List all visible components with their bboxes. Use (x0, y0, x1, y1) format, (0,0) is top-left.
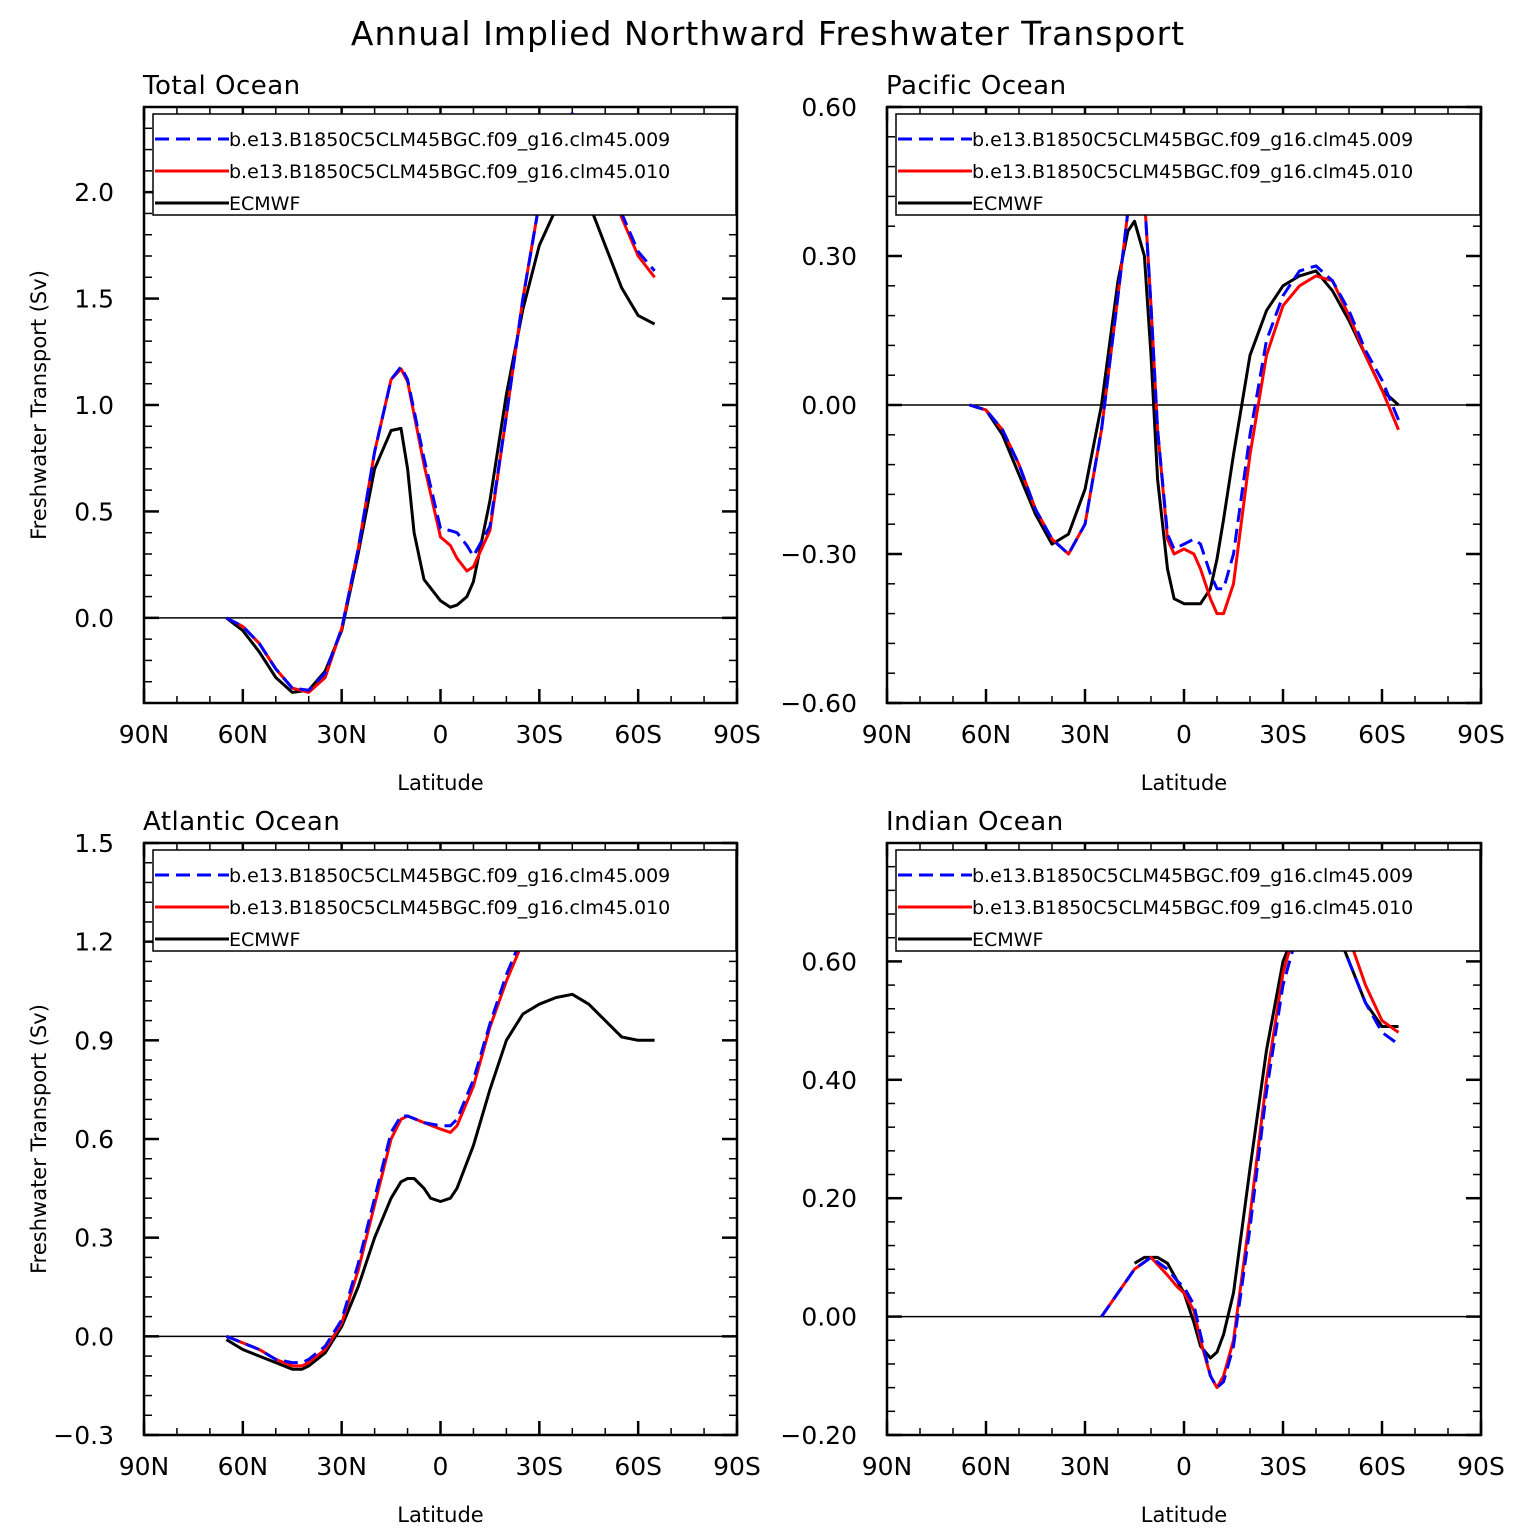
series-line-ecmwf (969, 219, 1400, 606)
x-axis-label: Latitude (1141, 1503, 1227, 1527)
y-tick-label: 0.60 (801, 93, 857, 122)
y-tick-label: 0.3 (74, 1224, 114, 1253)
legend-box (895, 849, 1481, 952)
series-line-009 (969, 180, 1400, 591)
y-tick-label: 1.2 (74, 928, 114, 957)
y-axis-label: Freshwater Transport (Sv) (27, 270, 51, 540)
y-tick-label: 0.0 (74, 604, 114, 633)
x-tick-label: 60N (961, 1452, 1012, 1481)
legend-label-0: b.e13.B1850C5CLM45BGC.f09_g16.clm45.009 (972, 129, 1413, 151)
legend-label-2: ECMWF (229, 929, 300, 951)
figure-title: Annual Implied Northward Freshwater Tran… (351, 14, 1185, 53)
legend-label-1: b.e13.B1850C5CLM45BGC.f09_g16.clm45.010 (972, 897, 1413, 919)
panel-title: Total Ocean (142, 71, 301, 101)
x-tick-label: 90N (862, 720, 913, 749)
x-tick-label: 90N (119, 720, 170, 749)
legend-label-1: b.e13.B1850C5CLM45BGC.f09_g16.clm45.010 (229, 161, 670, 183)
x-tick-label: 30N (316, 720, 367, 749)
y-tick-label: −0.3 (53, 1421, 114, 1450)
x-tick-label: 30S (1259, 1452, 1307, 1481)
y-tick-label: −0.20 (780, 1421, 857, 1450)
series-line-009 (225, 881, 656, 1365)
x-tick-label: 90N (862, 1452, 913, 1481)
panel-title: Indian Ocean (886, 807, 1064, 837)
x-tick-label: 90S (713, 720, 761, 749)
x-axis-label: Latitude (1141, 771, 1227, 795)
legend-label-0: b.e13.B1850C5CLM45BGC.f09_g16.clm45.009 (229, 865, 670, 887)
y-tick-label: 0.6 (74, 1125, 114, 1154)
chart-panel-2: 90N 60N 30N 0 30S 60S 90S −0.60 −0.30 0.00 0.30 0.6… (780, 71, 1504, 795)
y-tick-label: 0.60 (801, 947, 857, 976)
series-line-009 (225, 111, 656, 692)
x-tick-label: 30N (316, 1452, 367, 1481)
x-tick-label: 60S (1358, 720, 1406, 749)
x-tick-label: 0 (433, 720, 449, 749)
y-tick-label: 2.0 (74, 178, 114, 207)
y-tick-label: 0.9 (74, 1026, 114, 1055)
x-tick-label: 60N (961, 720, 1012, 749)
x-tick-label: 90N (119, 1452, 170, 1481)
y-tick-label: 0.0 (74, 1322, 114, 1351)
y-tick-label: 0.00 (801, 1303, 857, 1332)
x-tick-label: 90S (1457, 1452, 1505, 1481)
panel-title: Atlantic Ocean (143, 807, 340, 837)
x-tick-label: 30N (1060, 1452, 1111, 1481)
plot-frame (885, 841, 1483, 1437)
plot-frame (885, 105, 1483, 705)
legend-label-2: ECMWF (972, 193, 1043, 215)
x-tick-label: 30S (515, 1452, 563, 1481)
series-line-010 (969, 180, 1400, 616)
legend-label-0: b.e13.B1850C5CLM45BGC.f09_g16.clm45.009 (229, 129, 670, 151)
series-line-010 (225, 887, 655, 1368)
chart-panel-3: 90N 60N 30N 0 30S 60S 90S −0.3 0.0 0.3 0.6 0.9 1.2 1.… (27, 807, 761, 1527)
x-tick-label: 0 (1176, 1452, 1192, 1481)
x-tick-label: 60S (614, 1452, 662, 1481)
chart-panel-1: 90N 60N 30N 0 30S 60S 90S 0.0 0.5 1.0 1.5 2.0 b.e13.… (27, 71, 761, 795)
x-axis-label: Latitude (397, 1503, 483, 1527)
legend-box (152, 113, 737, 216)
legend-label-0: b.e13.B1850C5CLM45BGC.f09_g16.clm45.009 (972, 865, 1413, 887)
x-tick-label: 0 (1176, 720, 1192, 749)
legend-box (895, 113, 1481, 216)
y-tick-label: −0.30 (780, 540, 857, 569)
y-tick-label: 1.5 (74, 285, 114, 314)
x-tick-label: 30S (1259, 720, 1307, 749)
panel-title: Pacific Ocean (886, 71, 1067, 101)
y-tick-label: 0.00 (801, 391, 857, 420)
x-tick-label: 60N (218, 720, 269, 749)
x-tick-label: 60N (218, 1452, 269, 1481)
x-tick-label: 90S (1457, 720, 1505, 749)
y-tick-label: 1.0 (74, 391, 114, 420)
plot-frame (142, 105, 739, 705)
y-tick-label: −0.60 (780, 689, 857, 718)
series-line-010 (1100, 882, 1400, 1390)
x-tick-label: 60S (614, 720, 662, 749)
panels: 90N 60N 30N 0 30S 60S 90S 0.0 0.5 1.0 1.5 2.0 b.e13.… (27, 71, 1505, 1527)
x-tick-label: 60S (1358, 1452, 1406, 1481)
legend-label-1: b.e13.B1850C5CLM45BGC.f09_g16.clm45.010 (229, 897, 670, 919)
y-tick-label: 1.5 (74, 829, 114, 858)
x-tick-label: 30S (515, 720, 563, 749)
series-line-ecmwf (225, 992, 655, 1371)
y-tick-label: 0.5 (74, 497, 114, 526)
y-tick-label: 0.30 (801, 242, 857, 271)
legend-label-1: b.e13.B1850C5CLM45BGC.f09_g16.clm45.010 (972, 161, 1413, 183)
y-axis-label: Freshwater Transport (Sv) (27, 1004, 51, 1274)
x-axis-label: Latitude (397, 771, 483, 795)
y-tick-label: 0.40 (801, 1066, 857, 1095)
plot-frame (142, 841, 739, 1437)
x-tick-label: 0 (433, 1452, 449, 1481)
legend-label-2: ECMWF (972, 929, 1043, 951)
x-tick-label: 30N (1060, 720, 1111, 749)
chart-panel-4: 90N 60N 30N 0 30S 60S 90S −0.20 0.00 0.20 0.40 0.60… (780, 807, 1504, 1527)
legend-box (152, 849, 737, 952)
y-tick-label: 0.20 (801, 1184, 857, 1213)
legend-label-2: ECMWF (229, 193, 300, 215)
series-line-ecmwf (225, 188, 656, 694)
x-tick-label: 90S (713, 1452, 761, 1481)
